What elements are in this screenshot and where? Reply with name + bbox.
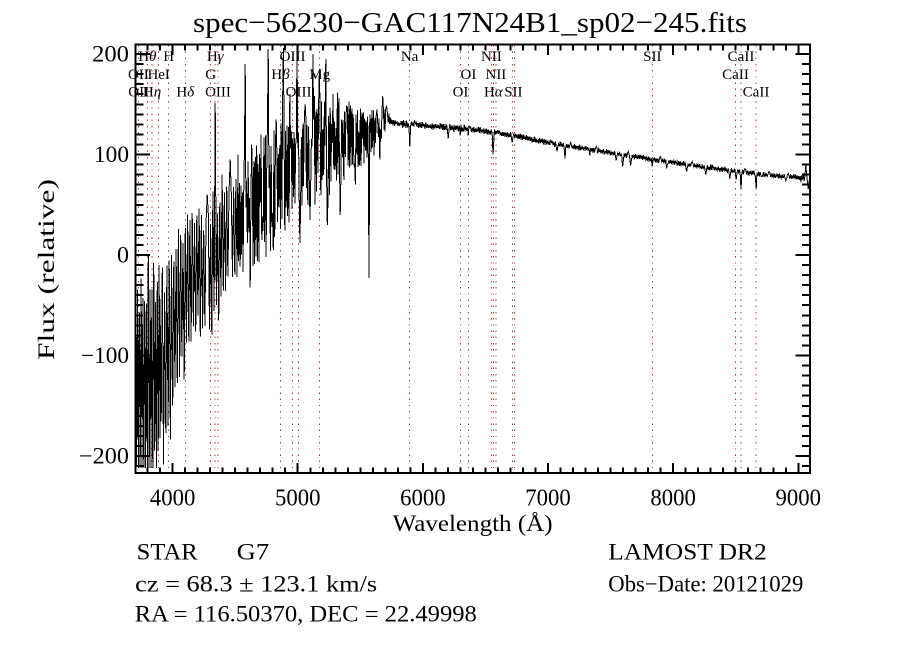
svg-text:OIII: OIII	[280, 49, 306, 65]
svg-text:OIII: OIII	[205, 85, 231, 101]
svg-text:Hγ: Hγ	[207, 49, 225, 65]
svg-text:CaII: CaII	[728, 49, 755, 65]
svg-text:Wavelength (Å): Wavelength (Å)	[393, 511, 553, 536]
svg-text:NII: NII	[481, 49, 502, 65]
svg-text:CaII: CaII	[743, 85, 770, 101]
svg-text:Na: Na	[401, 49, 419, 65]
svg-text:LAMOST DR2: LAMOST DR2	[608, 539, 766, 564]
svg-text:cz = 68.3 ± 123.1 km/s: cz = 68.3 ± 123.1 km/s	[135, 572, 377, 597]
svg-text:6000: 6000	[400, 486, 446, 512]
svg-text:spec−56230−GAC117N24B1_sp02−24: spec−56230−GAC117N24B1_sp02−245.fits	[193, 7, 747, 39]
svg-text:Flux (relative): Flux (relative)	[34, 179, 59, 360]
svg-text:G: G	[205, 67, 216, 83]
svg-text:H: H	[163, 49, 174, 65]
svg-text:Hη: Hη	[143, 85, 161, 101]
svg-text:Obs−Date: 20121029: Obs−Date: 20121029	[608, 572, 803, 597]
svg-text:STAR: STAR	[137, 539, 199, 564]
svg-text:5000: 5000	[275, 486, 321, 512]
svg-text:CaII: CaII	[722, 67, 749, 83]
svg-text:−200: −200	[79, 444, 129, 469]
svg-text:HeI: HeI	[147, 67, 170, 83]
svg-text:Hα: Hα	[484, 85, 504, 101]
svg-text:4000: 4000	[150, 486, 196, 512]
svg-text:−100: −100	[81, 343, 129, 368]
svg-text:OI: OI	[460, 67, 476, 83]
svg-text:Hβ: Hβ	[271, 67, 290, 83]
svg-text:200: 200	[92, 42, 129, 67]
svg-text:OII: OII	[128, 85, 149, 101]
svg-text:OI: OI	[453, 85, 469, 101]
svg-text:0: 0	[117, 243, 129, 268]
svg-text:SII: SII	[504, 85, 522, 101]
svg-text:RA = 116.50370, DEC = 22.4999: RA = 116.50370, DEC = 22.49998	[135, 602, 477, 627]
svg-text:7000: 7000	[525, 486, 571, 512]
svg-text:G7: G7	[237, 539, 270, 564]
svg-text:NII: NII	[485, 67, 506, 83]
svg-text:8000: 8000	[650, 486, 696, 512]
svg-text:Hδ: Hδ	[176, 85, 195, 101]
svg-text:100: 100	[94, 142, 129, 167]
svg-text:SII: SII	[643, 49, 661, 65]
svg-text:OIII: OIII	[286, 85, 312, 101]
svg-text:9000: 9000	[776, 486, 822, 512]
svg-text:Hθ: Hθ	[138, 49, 157, 65]
